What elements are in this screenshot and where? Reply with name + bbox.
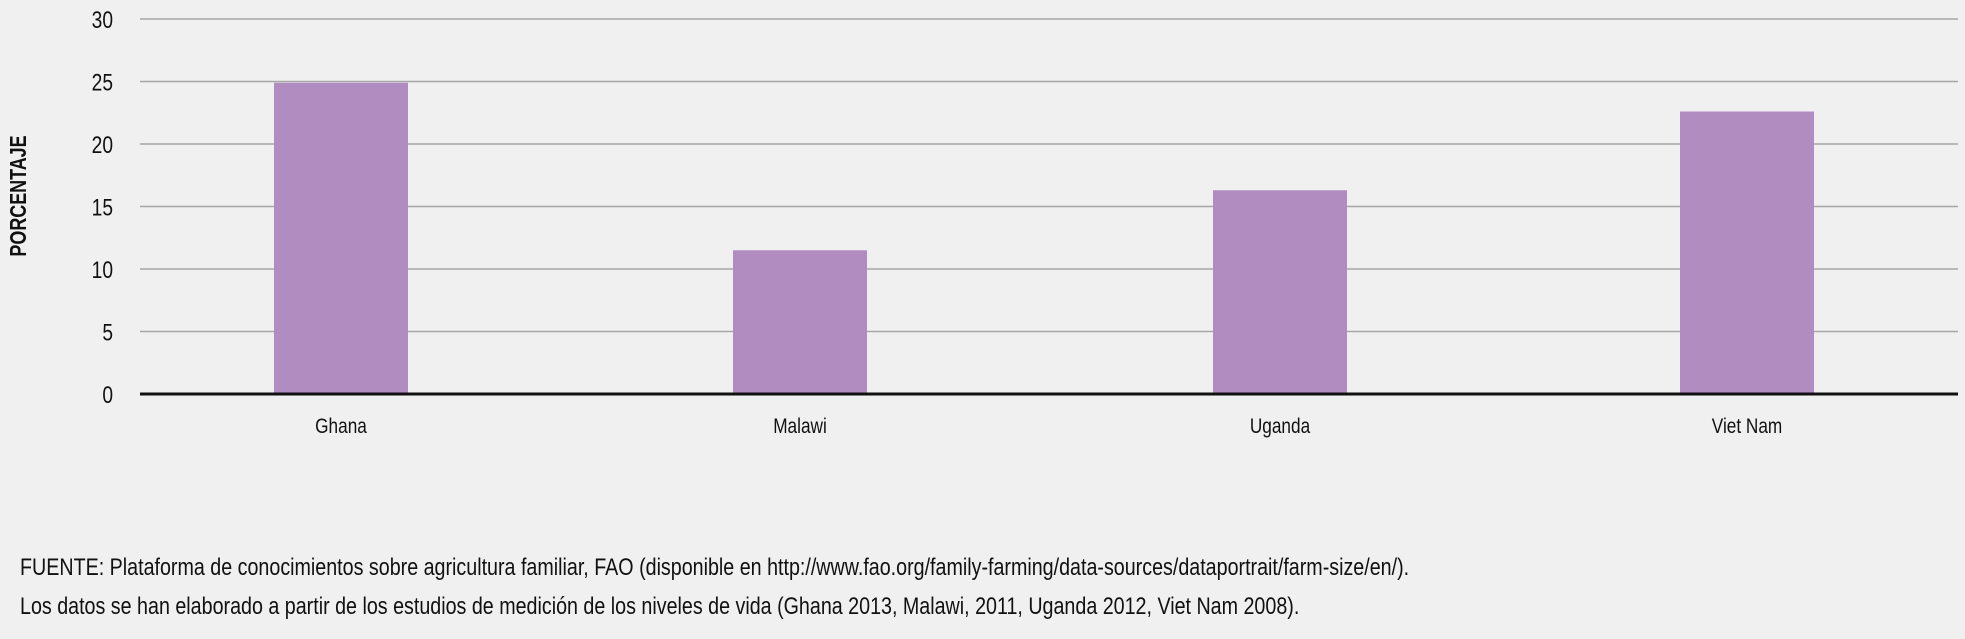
x-tick-label: Malawi (773, 416, 827, 439)
y-tick-label: 10 (92, 256, 113, 284)
y-tick-label: 15 (92, 193, 113, 221)
x-tick-label: Uganda (1250, 416, 1311, 439)
source-line-1: FUENTE: Plataforma de conocimientos sobr… (20, 554, 1410, 581)
source-note: FUENTE: Plataforma de conocimientos sobr… (20, 548, 1603, 626)
bar-uganda (1213, 190, 1347, 394)
bars (274, 82, 1814, 394)
y-tick-label: 30 (92, 6, 113, 34)
x-tick-labels: Ghana Malawi Uganda Viet Nam (315, 416, 1782, 439)
y-tick-label: 25 (92, 68, 113, 96)
y-tick-label: 5 (102, 318, 113, 346)
bar-chart: 0 5 10 15 20 25 30 Ghana Malawi Uganda Viet Nam P… (6, 6, 1958, 439)
bar-viet-nam (1680, 111, 1814, 394)
y-axis-label: PORCENTAJE (6, 135, 32, 256)
x-tick-label: Ghana (315, 416, 367, 439)
y-tick-labels: 0 5 10 15 20 25 30 (92, 6, 113, 409)
bar-malawi (733, 250, 867, 394)
x-tick-label: Viet Nam (1712, 416, 1782, 439)
y-tick-label: 0 (102, 381, 113, 409)
source-line-2: Los datos se han elaborado a partir de l… (20, 593, 1300, 620)
gridlines (140, 18, 1958, 333)
y-tick-label: 20 (92, 131, 113, 159)
bar-ghana (274, 82, 408, 394)
